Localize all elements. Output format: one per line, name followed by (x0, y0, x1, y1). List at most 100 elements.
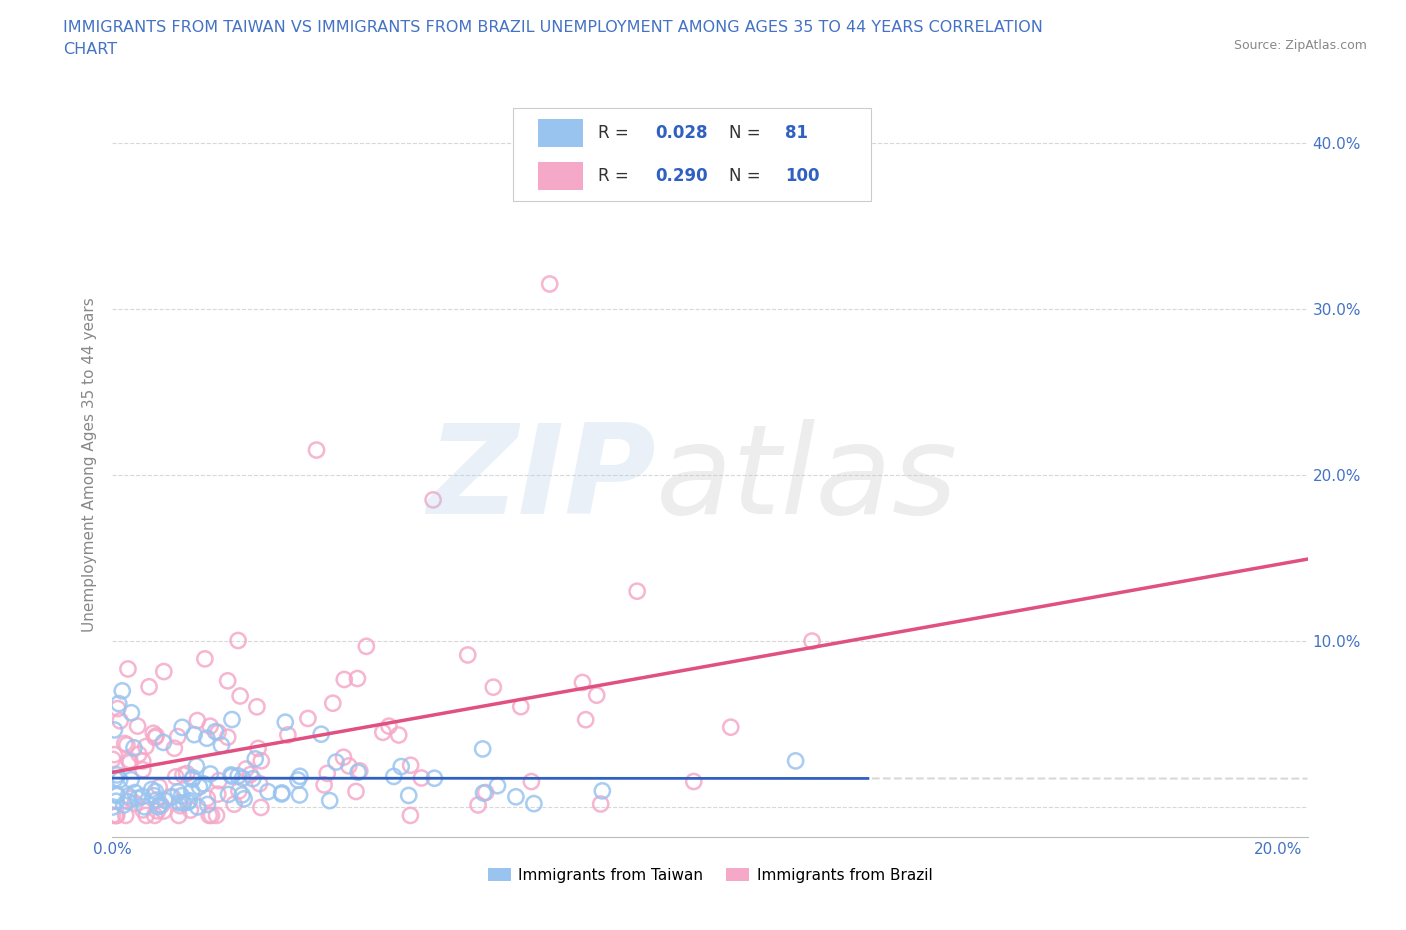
Point (163, 741, 186, 756)
Point (288, 769, 311, 784)
Point (423, 771, 446, 786)
Point (221, 712, 243, 727)
Point (575, 712, 598, 727)
Point (127, 790, 149, 805)
Point (207, 725, 229, 740)
Point (148, 779, 170, 794)
Point (108, 773, 131, 788)
Point (122, 740, 145, 755)
Point (233, 791, 256, 806)
Point (167, 784, 190, 799)
Point (319, 793, 342, 808)
Point (382, 769, 405, 784)
Point (120, 772, 142, 787)
Point (103, 747, 125, 762)
Point (141, 782, 163, 797)
Point (101, 800, 124, 815)
Point (166, 729, 188, 744)
FancyBboxPatch shape (538, 162, 583, 190)
Text: 81: 81 (786, 124, 808, 142)
Point (467, 798, 489, 813)
Point (172, 720, 194, 735)
Point (135, 739, 157, 754)
Point (195, 790, 218, 805)
Point (217, 673, 239, 688)
Point (104, 808, 127, 823)
Point (785, 753, 807, 768)
Point (152, 804, 174, 818)
Point (108, 713, 131, 728)
Point (217, 730, 239, 745)
Text: R =: R = (598, 124, 634, 142)
Point (152, 664, 174, 679)
Point (274, 715, 297, 730)
Point (505, 790, 527, 804)
Point (143, 784, 166, 799)
Point (398, 788, 420, 803)
Point (801, 633, 824, 648)
Point (145, 792, 167, 807)
Point (105, 808, 128, 823)
Point (105, 767, 128, 782)
Point (589, 797, 612, 812)
Point (146, 804, 169, 818)
Point (165, 769, 187, 784)
Point (682, 774, 704, 789)
Point (472, 786, 495, 801)
Point (250, 800, 273, 815)
Point (152, 735, 174, 750)
Point (346, 671, 368, 686)
Point (246, 699, 269, 714)
Text: R =: R = (598, 166, 634, 185)
Point (235, 762, 257, 777)
Point (162, 790, 184, 804)
Text: IMMIGRANTS FROM TAIWAN VS IMMIGRANTS FROM BRAZIL UNEMPLOYMENT AMONG AGES 35 TO 4: IMMIGRANTS FROM TAIWAN VS IMMIGRANTS FRO… (63, 20, 1043, 35)
Point (591, 783, 613, 798)
Point (520, 774, 543, 789)
Point (242, 771, 264, 786)
Point (247, 741, 270, 756)
Point (221, 769, 243, 784)
Point (200, 808, 222, 823)
Point (297, 711, 319, 726)
Point (179, 793, 201, 808)
Point (198, 808, 221, 823)
Point (523, 796, 546, 811)
Point (118, 753, 141, 768)
Text: 0.290: 0.290 (655, 166, 707, 185)
Point (249, 777, 271, 791)
Point (337, 759, 360, 774)
Point (626, 584, 648, 599)
Point (150, 798, 173, 813)
Point (117, 794, 139, 809)
Point (277, 727, 299, 742)
Point (120, 705, 142, 720)
Point (105, 794, 128, 809)
Point (103, 723, 125, 737)
Point (101, 752, 124, 767)
Point (288, 788, 311, 803)
Point (131, 789, 153, 804)
Point (229, 688, 252, 703)
Point (309, 726, 332, 741)
Point (181, 770, 204, 785)
Point (186, 713, 208, 728)
Point (208, 773, 231, 788)
Text: atlas: atlas (657, 419, 959, 540)
Point (148, 800, 170, 815)
Point (195, 731, 218, 746)
Point (228, 784, 250, 799)
Point (209, 737, 232, 752)
Point (270, 787, 292, 802)
Point (170, 789, 193, 804)
Point (134, 800, 156, 815)
Point (305, 443, 328, 458)
Point (239, 767, 262, 782)
Point (143, 789, 166, 804)
Point (388, 727, 411, 742)
Point (482, 680, 505, 695)
Text: ZIP: ZIP (427, 419, 657, 540)
Point (486, 778, 509, 793)
Point (205, 808, 228, 823)
Point (226, 633, 249, 648)
